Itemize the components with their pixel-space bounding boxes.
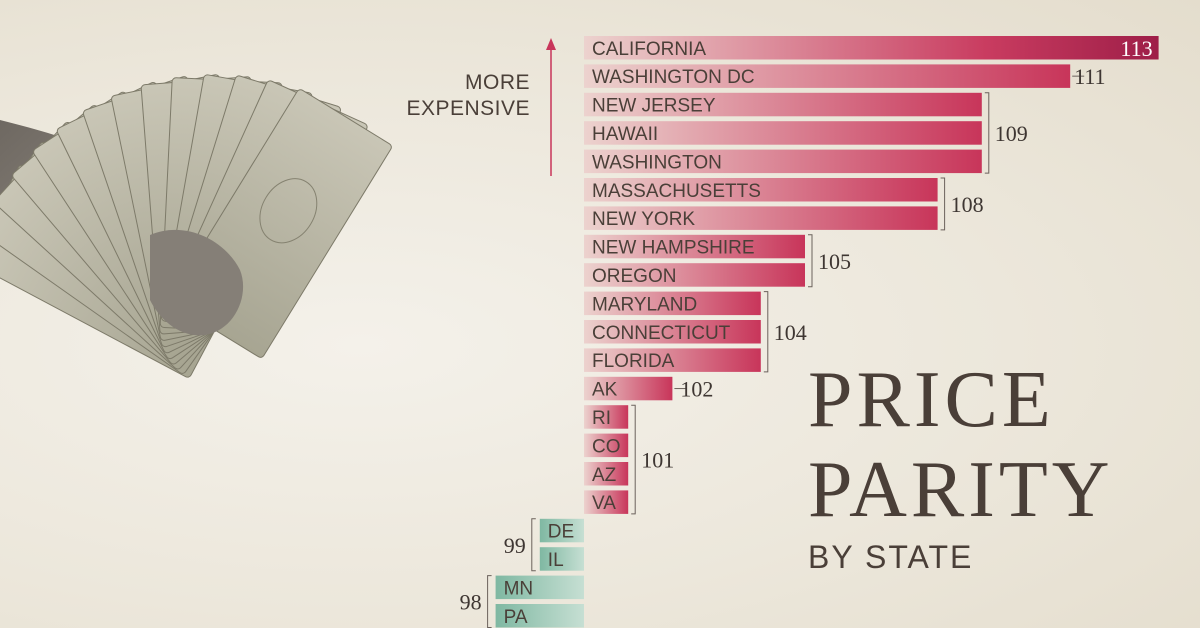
bar-label: RI [592,408,611,429]
value-label: 108 [951,192,984,217]
bar-washington-dc [584,64,1071,88]
bar-label: NEW HAMPSHIRE [592,238,755,259]
bar-label: MASSACHUSETTS [592,181,761,202]
bar-label: DE [548,522,574,543]
value-label: 104 [774,320,807,345]
bar-label: MARYLAND [592,294,697,315]
bar-label: AK [592,380,618,401]
bar-label: NEW YORK [592,209,695,230]
subtitle: BY STATE [808,539,974,575]
bar-maryland [584,291,761,316]
title-price: PRICE [808,356,1055,444]
value-label: 111 [1074,64,1105,89]
bar-label: FLORIDA [592,351,675,372]
bar-va [584,490,629,514]
bar-new-jersey [584,92,982,117]
bar-florida [584,348,761,372]
value-label: 99 [504,533,526,558]
bar-massachusetts [584,178,938,202]
bar-oregon [584,263,805,287]
bar-label: OREGON [592,266,676,287]
bar-label: WASHINGTON [592,152,722,173]
annotation-line-1: MORE [465,71,530,94]
bar-connecticut [584,320,761,344]
bar-mn [495,575,584,600]
value-label: 101 [641,448,674,473]
bar-label: CO [592,436,621,457]
bar-hawaii [584,121,982,145]
value-label: 109 [995,121,1028,146]
title-block: PRICE PARITY BY STATE [808,355,1188,576]
bar-label: AZ [592,465,617,486]
more-expensive-arrow [546,38,556,176]
bar-label: PA [504,607,528,628]
bar-de [539,518,584,543]
bar-new-hampshire [584,234,805,259]
bar-label: CALIFORNIA [592,39,706,60]
bar-label: VA [592,493,616,514]
group-bracket [940,177,946,231]
bar-label: NEW JERSEY [592,96,716,117]
bar-ri [584,405,629,429]
group-bracket [531,518,536,572]
value-label: 102 [680,377,713,402]
bar-ak [584,376,673,401]
bar-az [584,462,629,486]
bar-label: MN [504,578,534,599]
more-expensive-annotation: MORE EXPENSIVE [380,70,530,122]
group-bracket [984,92,990,174]
value-label: 105 [818,249,851,274]
group-bracket [808,234,813,288]
bill-portrait-oval [259,178,318,244]
value-label: 98 [460,590,482,615]
group-bracket [487,575,492,628]
bar-label: CONNECTICUT [592,323,731,344]
bar-label: HAWAII [592,124,658,145]
bar-pa [495,604,584,628]
bar-label: IL [548,550,564,571]
group-bracket [763,291,769,373]
bar-co [584,433,629,458]
bar-il [539,547,584,571]
title-parity: PARITY [808,446,1114,534]
annotation-line-2: EXPENSIVE [406,97,530,120]
bar-washington [584,149,982,174]
bar-label: WASHINGTON DC [592,67,755,88]
bar-new-york [584,206,938,230]
group-bracket [631,404,636,515]
bar-california [584,36,1159,60]
value-label: 113 [1120,36,1152,61]
